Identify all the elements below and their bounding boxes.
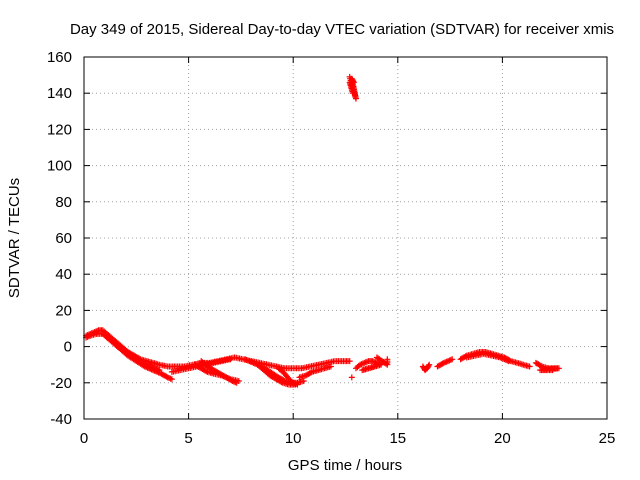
data-point bbox=[227, 356, 234, 363]
data-point bbox=[349, 90, 356, 97]
y-tick-label: 140 bbox=[47, 85, 72, 102]
data-point bbox=[537, 362, 544, 369]
chart-title: Day 349 of 2015, Sidereal Day-to-day VTE… bbox=[70, 21, 614, 38]
x-tick-label: 10 bbox=[285, 430, 302, 447]
y-tick-label: 40 bbox=[55, 266, 72, 283]
x-tick-label: 5 bbox=[184, 430, 192, 447]
grid-lines bbox=[84, 57, 607, 419]
data-point bbox=[278, 379, 285, 386]
data-points bbox=[83, 73, 562, 388]
x-tick-label: 0 bbox=[80, 430, 88, 447]
data-point bbox=[371, 363, 378, 370]
data-point bbox=[549, 367, 556, 374]
y-tick-label: 80 bbox=[55, 194, 72, 211]
y-tick-label: -40 bbox=[50, 411, 72, 428]
data-point bbox=[505, 358, 512, 365]
data-point bbox=[526, 363, 533, 370]
data-point bbox=[426, 361, 433, 368]
data-point bbox=[373, 354, 380, 361]
data-point bbox=[425, 362, 432, 369]
data-point bbox=[346, 358, 353, 365]
y-tick-label: 60 bbox=[55, 230, 72, 247]
y-tick-label: 160 bbox=[47, 49, 72, 66]
data-point bbox=[327, 363, 334, 370]
data-point bbox=[233, 379, 240, 386]
x-tick-label: 15 bbox=[389, 430, 406, 447]
y-tick-labels: -40 -20 0 20 40 60 80 100 120 140 160 bbox=[47, 49, 72, 428]
data-point bbox=[375, 355, 382, 362]
y-tick-label: 100 bbox=[47, 158, 72, 175]
data-point bbox=[203, 368, 210, 375]
x-tick-label: 25 bbox=[599, 430, 616, 447]
y-tick-label: -20 bbox=[50, 375, 72, 392]
data-point bbox=[449, 356, 456, 363]
x-tick-labels: 0 5 10 15 20 25 bbox=[80, 430, 616, 447]
data-point bbox=[156, 367, 163, 374]
data-point bbox=[307, 369, 314, 376]
y-tick-label: 120 bbox=[47, 121, 72, 138]
y-tick-label: 0 bbox=[64, 339, 72, 356]
y-tick-label: 20 bbox=[55, 302, 72, 319]
axis-ticks bbox=[83, 56, 608, 420]
y-axis-label: SDTVAR / TECUs bbox=[6, 178, 23, 298]
data-point bbox=[294, 381, 301, 388]
data-point bbox=[348, 374, 355, 381]
x-tick-label: 20 bbox=[494, 430, 511, 447]
data-point bbox=[168, 376, 175, 383]
x-axis-label: GPS time / hours bbox=[288, 457, 402, 474]
